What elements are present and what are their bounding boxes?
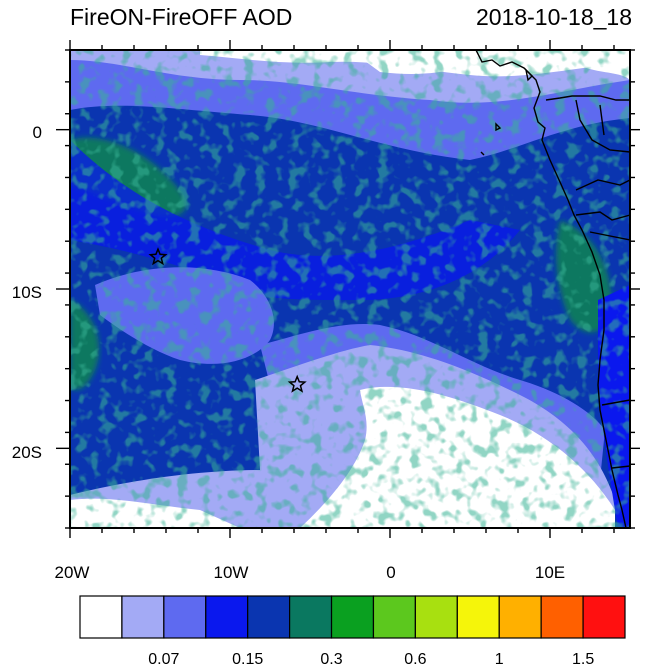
colorbar-swatch [205, 595, 249, 639]
station-star-icon [287, 374, 307, 393]
colorbar-swatch [540, 595, 584, 639]
colorbar-label: 0.07 [148, 651, 179, 667]
colorbar [79, 595, 626, 639]
lon-label-0: 0 [386, 563, 395, 582]
colorbar-label: 1 [495, 651, 504, 667]
plot-title: FireON-FireOFF AOD [70, 4, 293, 30]
colorbar-swatch [289, 595, 333, 639]
colorbar-swatch [79, 595, 123, 639]
lon-label-10w: 10W [214, 563, 249, 582]
colorbar-swatch [414, 595, 458, 639]
colorbar-labels: 0.07 0.15 0.3 0.6 1 1.5 [148, 651, 594, 667]
colorbar-swatch [330, 595, 375, 639]
coastline [475, 50, 630, 528]
station-star-icon [148, 247, 168, 266]
aod-field [70, 50, 630, 528]
colorbar-label: 0.15 [232, 651, 263, 667]
axis-ticks [56, 40, 640, 538]
lat-label-20s: 20S [12, 443, 42, 462]
colorbar-label: 0.6 [404, 651, 426, 667]
colorbar-swatch [247, 595, 291, 639]
lat-label-0: 0 [33, 123, 42, 142]
colorbar-swatch [163, 595, 207, 639]
station-markers [148, 247, 307, 393]
colorbar-swatch [121, 595, 165, 639]
colorbar-swatch [498, 595, 542, 639]
lon-label-20w: 20W [55, 563, 90, 582]
colorbar-label: 0.3 [320, 651, 342, 667]
lon-label-10e: 10E [535, 563, 565, 582]
lat-label-10s: 10S [12, 283, 42, 302]
colorbar-swatch [582, 595, 626, 639]
colorbar-swatch [372, 595, 416, 639]
colorbar-label: 1.5 [572, 651, 594, 667]
colorbar-swatch [456, 595, 500, 639]
timestamp-label: 2018-10-18_18 [475, 4, 632, 30]
